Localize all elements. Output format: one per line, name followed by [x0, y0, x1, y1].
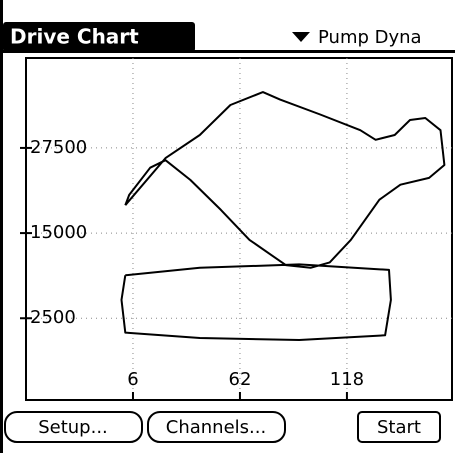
- title-underline: [3, 50, 455, 53]
- button[interactable]: [357, 411, 441, 443]
- x-tick-label: 118: [330, 369, 364, 390]
- button[interactable]: [147, 411, 286, 443]
- dropdown-arrow[interactable]: [292, 32, 310, 42]
- button[interactable]: [4, 411, 143, 443]
- y-tick-label: 27500: [30, 137, 87, 158]
- title: Drive Chart: [10, 25, 139, 49]
- dropdown-label[interactable]: Pump Dyna: [318, 27, 422, 48]
- data-line: [120, 91, 446, 341]
- y-tick-label: 2500: [30, 307, 76, 328]
- title-tab: [3, 22, 195, 52]
- left-border: [0, 0, 3, 453]
- x-tick-label: 6: [127, 369, 138, 390]
- button-label[interactable]: Setup...: [38, 417, 108, 438]
- x-tick-label: 62: [229, 369, 252, 390]
- button-label[interactable]: Start: [377, 417, 421, 438]
- button-label[interactable]: Channels...: [166, 417, 266, 438]
- y-tick-label: 15000: [30, 222, 87, 243]
